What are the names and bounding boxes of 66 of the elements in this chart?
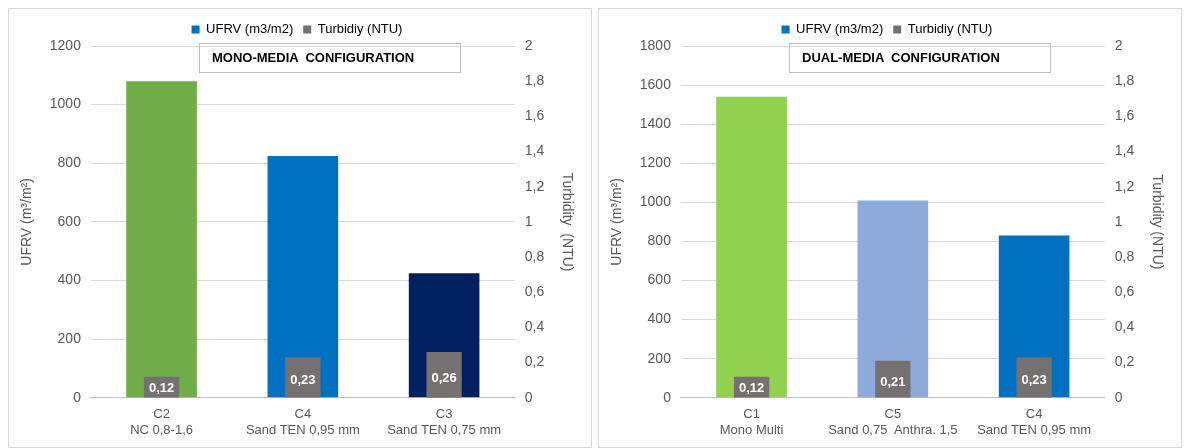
y-axis-title: UFRV (m³/m²) [18, 178, 35, 266]
x-tick-label: C3 Sand TEN 0,75 mm [387, 406, 502, 437]
y2-tick-label: 0 [524, 388, 533, 405]
y2-tick-label: 0,4 [524, 318, 545, 335]
y-axis-title: UFRV (m³/m²) [608, 178, 625, 266]
y-tick-label: 400 [647, 310, 672, 327]
data-label: 0,12 [738, 380, 765, 396]
x-tick-label: C4 Sand TEN 0,95 mm [245, 406, 360, 437]
y-tick-label: 1200 [639, 154, 672, 171]
y2-axis-title: Turbidity (NTU) [559, 172, 576, 272]
x-tick-label: C1 Mono Multi [719, 406, 784, 437]
legend-label: Turbidiy (NTU) [907, 21, 993, 37]
y2-tick-label: 0 [1114, 388, 1123, 405]
y2-tick-label: 1,2 [524, 177, 545, 194]
chart-title: DUAL-MEDIA CONFIGURATION [802, 50, 1000, 65]
legend-label: UFRV (m3/m2) [206, 21, 294, 37]
y2-tick-label: 0,8 [1114, 247, 1135, 264]
bar [716, 96, 787, 398]
y-tick-label: 200 [647, 349, 672, 366]
data-label: 0,23 [290, 372, 316, 388]
x-tick-label: C4 Sand TEN 0,95 mm [977, 406, 1092, 437]
data-label: 0,26 [431, 369, 457, 385]
y2-tick-label: 1,2 [1114, 177, 1135, 194]
y2-axis-title: Turbidity (NTU) [1149, 174, 1166, 270]
y2-tick-label: 0,2 [1114, 353, 1135, 370]
y2-tick-label: 1,6 [1114, 107, 1135, 124]
y-tick-label: 0 [663, 388, 672, 405]
y-tick-label: 1600 [639, 75, 672, 92]
y2-tick-label: 0,2 [524, 353, 545, 370]
data-label: 0,12 [148, 380, 175, 396]
y-tick-label: 600 [57, 212, 82, 229]
y2-tick-label: 1,4 [1114, 142, 1135, 159]
bar [267, 155, 339, 398]
y2-tick-label: 1,8 [1114, 72, 1135, 89]
chart-title: MONO-MEDIA CONFIGURATION [212, 50, 415, 65]
y2-tick-label: 1,8 [524, 72, 545, 89]
y2-tick-label: 1 [524, 212, 533, 229]
y-tick-label: 800 [57, 154, 82, 171]
y-tick-label: 1400 [639, 115, 672, 132]
data-label: 0,21 [880, 373, 906, 389]
y-tick-label: 400 [57, 271, 82, 288]
y-tick-label: 800 [647, 232, 672, 249]
y2-tick-label: 0,6 [1114, 283, 1135, 300]
bar [126, 81, 197, 398]
y2-tick-label: 1,6 [524, 107, 545, 124]
y2-tick-label: 2 [1114, 36, 1123, 53]
y-tick-label: 600 [647, 271, 672, 288]
y2-tick-label: 2 [524, 36, 533, 53]
y2-tick-label: 0,4 [1114, 318, 1135, 335]
legend-label: Turbidiy (NTU) [317, 21, 403, 37]
y2-tick-label: 1,4 [524, 142, 545, 159]
y-tick-label: 1800 [639, 36, 672, 53]
y2-tick-label: 0,8 [524, 247, 545, 264]
bar [1016, 357, 1052, 398]
y2-tick-label: 1 [1114, 212, 1123, 229]
bar [857, 200, 929, 398]
y-tick-label: 0 [73, 388, 82, 405]
x-tick-label: C2 NC 0,8-1,6 [130, 406, 194, 437]
data-label: 0,23 [1021, 372, 1047, 388]
y-tick-label: 200 [57, 330, 82, 347]
y-tick-label: 1000 [49, 95, 82, 112]
legend-label: UFRV (m3/m2) [796, 21, 884, 37]
x-tick-label: C5 Sand 0,75 Anthra. 1,5 [828, 406, 958, 437]
y-tick-label: 1200 [49, 36, 82, 53]
y-tick-label: 1000 [639, 193, 672, 210]
y2-tick-label: 0,6 [524, 283, 545, 300]
